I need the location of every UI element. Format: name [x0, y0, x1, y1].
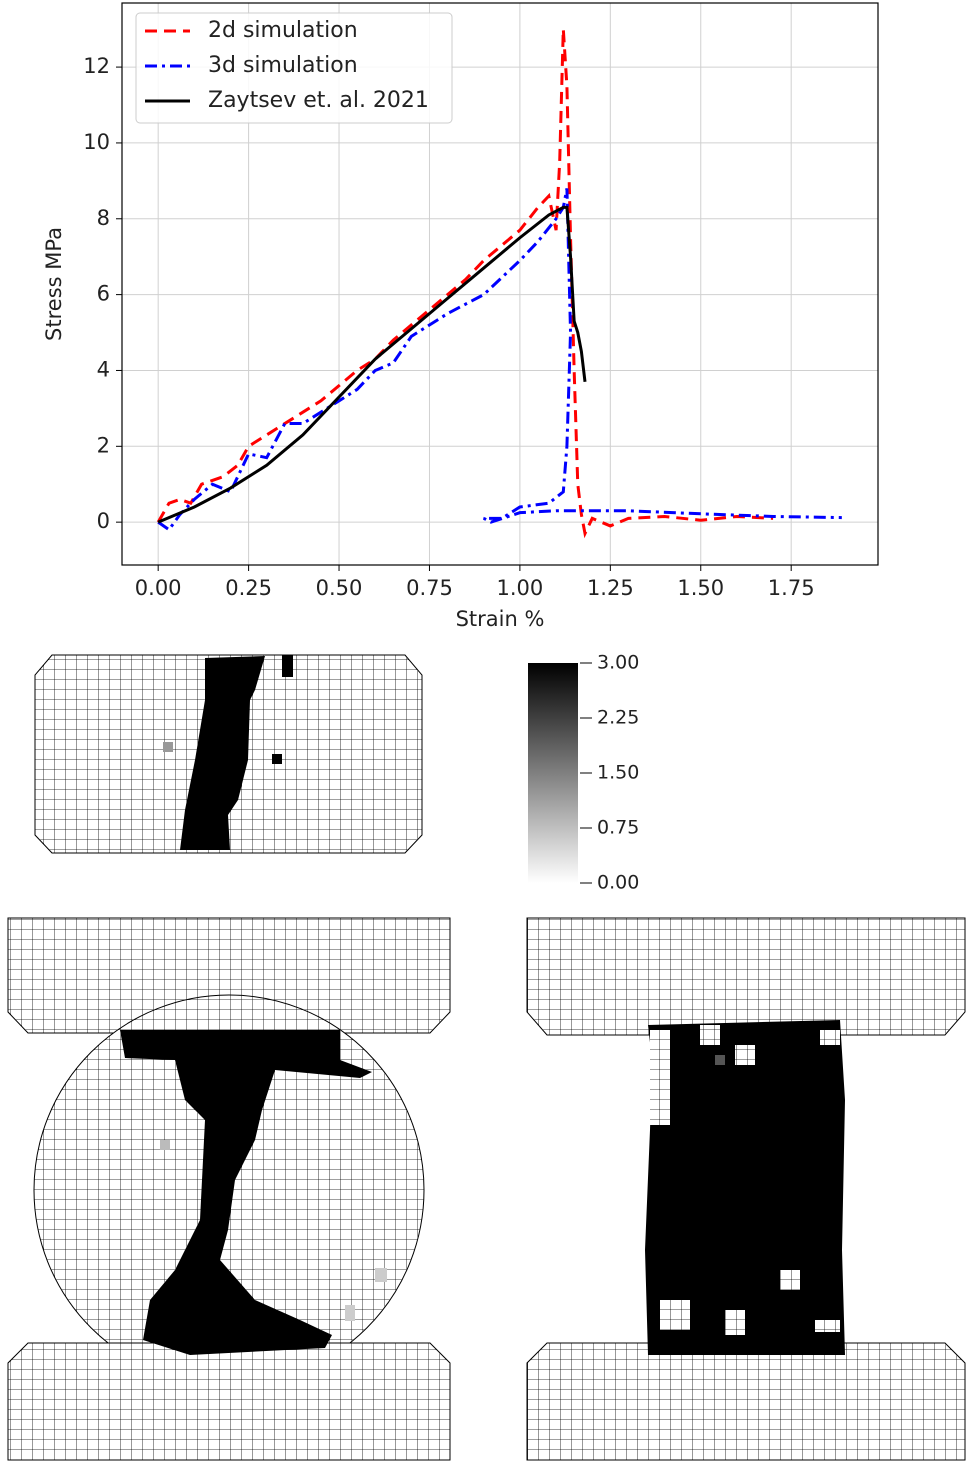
legend-label: Zaytsev et. al. 2021 [208, 88, 429, 113]
y-tick-label: 8 [97, 206, 110, 230]
colorbar [528, 663, 578, 883]
data-line [156, 29, 774, 539]
data-line [157, 188, 842, 532]
legend-label: 3d simulation [208, 53, 358, 78]
data-line [157, 205, 587, 524]
legend: 2d simulation 3d simulation Zaytsev et. al… [135, 12, 453, 124]
x-tick-label: 0.50 [316, 576, 363, 600]
x-tick-label: 0.25 [225, 576, 272, 600]
colorbar-tick-label: 0.75 [597, 817, 639, 839]
y-tick-label: 4 [97, 357, 110, 381]
y-tick-label: 12 [83, 54, 110, 78]
colorbar-tick-label: 2.25 [597, 707, 639, 729]
legend-label: 2d simulation [208, 18, 358, 43]
x-tick-label: 1.75 [768, 576, 815, 600]
y-axis-label: Stress MPa [42, 227, 66, 341]
colorbar-tick-label: 1.50 [597, 762, 639, 784]
y-tick-label: 6 [97, 282, 110, 306]
y-tick-label: 2 [97, 433, 110, 457]
mesh-top [34, 654, 423, 854]
y-tick-label: 0 [97, 509, 110, 533]
x-tick-label: 0.00 [135, 576, 182, 600]
x-tick-label: 1.25 [587, 576, 634, 600]
x-tick-label: 0.75 [406, 576, 453, 600]
x-tick-label: 1.00 [497, 576, 544, 600]
colorbar-tick-label: 3.00 [597, 652, 639, 674]
mesh-bottom-left [7, 917, 451, 1461]
x-tick-label: 1.50 [677, 576, 724, 600]
axes-frame [121, 2, 879, 566]
x-axis-label: Strain % [456, 607, 545, 631]
mesh-bottom-right [526, 917, 966, 1461]
legend-box [135, 12, 453, 124]
y-tick-label: 10 [83, 130, 110, 154]
colorbar-tick-label: 0.00 [597, 872, 639, 894]
